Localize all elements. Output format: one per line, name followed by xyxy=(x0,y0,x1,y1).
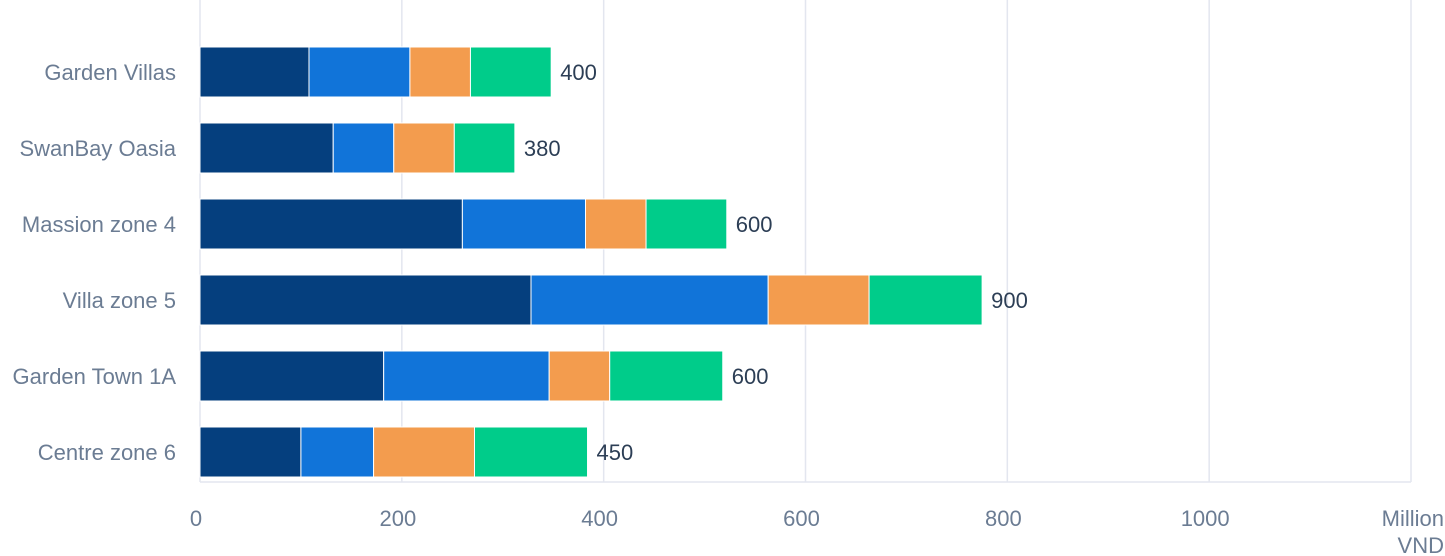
bar-total-label: 400 xyxy=(560,60,597,85)
bar-segment xyxy=(469,46,552,98)
bar-total-label: 600 xyxy=(736,212,773,237)
bar-segment xyxy=(199,46,310,98)
bar-segment xyxy=(453,122,516,174)
category-label: Villa zone 5 xyxy=(63,288,176,313)
x-tick-label: 200 xyxy=(379,506,416,531)
bar-segment xyxy=(199,198,463,250)
bar-segment xyxy=(199,274,532,326)
bar-segment xyxy=(461,198,587,250)
bar-segment xyxy=(199,122,334,174)
bar-segment xyxy=(300,426,375,478)
x-axis-unit-line-2: VND xyxy=(1398,533,1444,556)
category-label: Massion zone 4 xyxy=(22,212,176,237)
category-label: Garden Town 1A xyxy=(13,364,177,389)
x-axis-unit-line-1: Million xyxy=(1382,506,1444,531)
bar-segment xyxy=(383,350,550,402)
category-label: Centre zone 6 xyxy=(38,440,176,465)
bar-segment xyxy=(868,274,983,326)
bar-total-label: 380 xyxy=(524,136,561,161)
bar-segment xyxy=(585,198,647,250)
bar-segment xyxy=(530,274,769,326)
total-labels: 400 380 600 900 600 450 xyxy=(524,60,1028,465)
category-label: Garden Villas xyxy=(44,60,176,85)
x-tick-label: 800 xyxy=(985,506,1022,531)
x-tick-label: 600 xyxy=(783,506,820,531)
bar-segment xyxy=(373,426,475,478)
bar-segment xyxy=(393,122,455,174)
bar-total-label: 450 xyxy=(597,440,634,465)
bar-segment xyxy=(409,46,471,98)
x-tick-label: 1000 xyxy=(1181,506,1230,531)
bar-segment xyxy=(548,350,611,402)
bar-segment xyxy=(609,350,724,402)
bar-segment xyxy=(199,350,385,402)
category-labels: Garden Villas SwanBay Oasia Massion zone 4… xyxy=(13,60,177,465)
x-tick-label: 400 xyxy=(581,506,618,531)
bars xyxy=(199,46,983,478)
category-label: SwanBay Oasia xyxy=(19,136,176,161)
x-axis-tick-labels: 0 200 400 600 800 1000 xyxy=(190,506,1230,531)
bar-total-label: 600 xyxy=(732,364,769,389)
bar-segment xyxy=(645,198,728,250)
x-tick-label: 0 xyxy=(190,506,202,531)
bar-segment xyxy=(767,274,870,326)
bar-segment xyxy=(332,122,395,174)
bar-segment xyxy=(308,46,411,98)
bar-segment xyxy=(473,426,589,478)
bar-segment xyxy=(199,426,302,478)
bar-total-label: 900 xyxy=(991,288,1028,313)
